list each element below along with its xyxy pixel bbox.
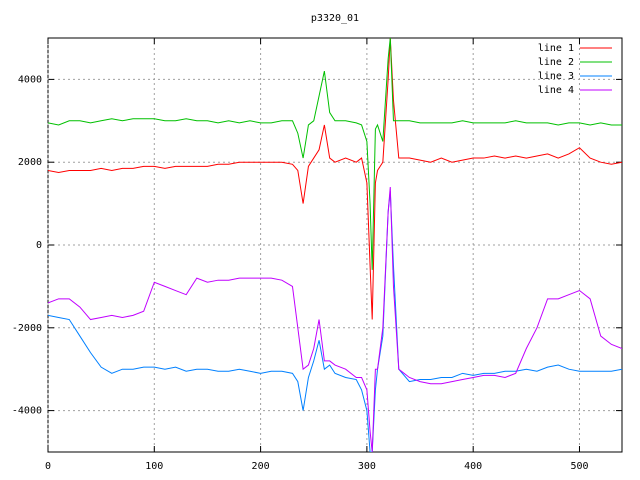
data-line bbox=[48, 186, 622, 452]
legend-label: line 1 bbox=[538, 43, 574, 54]
x-tick-label: 100 bbox=[145, 461, 163, 472]
data-line bbox=[48, 38, 622, 270]
y-tick-label: 0 bbox=[36, 240, 42, 251]
x-tick-label: 400 bbox=[464, 461, 482, 472]
y-tick-label: -2000 bbox=[12, 323, 42, 334]
y-tick-label: 4000 bbox=[18, 74, 42, 85]
legend-label: line 3 bbox=[538, 71, 574, 82]
x-tick-label: 0 bbox=[45, 461, 51, 472]
y-tick-label: 2000 bbox=[18, 157, 42, 168]
legend-label: line 4 bbox=[538, 85, 574, 96]
x-tick-label: 300 bbox=[358, 461, 376, 472]
x-tick-label: 200 bbox=[252, 461, 270, 472]
chart-title: p3320_01 bbox=[311, 13, 359, 24]
data-line bbox=[48, 38, 622, 320]
legend-label: line 2 bbox=[538, 57, 574, 68]
y-tick-label: -4000 bbox=[12, 406, 42, 417]
x-tick-label: 500 bbox=[570, 461, 588, 472]
plot-lines bbox=[48, 38, 622, 452]
data-line bbox=[48, 191, 622, 452]
